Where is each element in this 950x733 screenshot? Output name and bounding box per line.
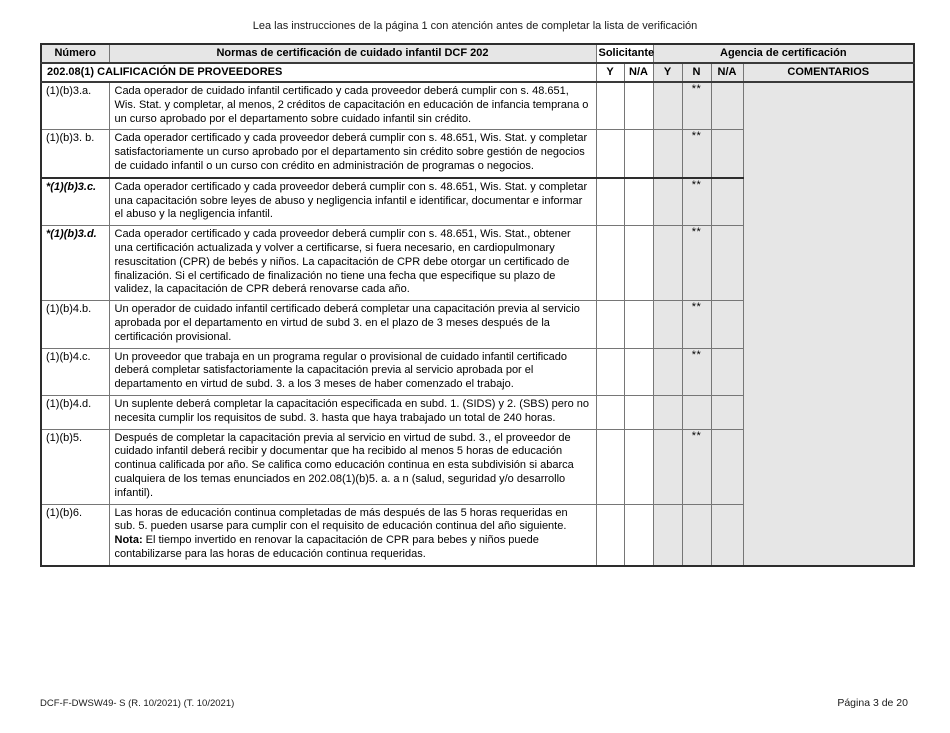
row-number: (1)(b)3. b.: [40, 129, 110, 179]
solicitante-na-cell: [623, 503, 654, 567]
comentarios-cell: [742, 81, 915, 567]
row-standard-text: Después de completar la capacitación pre…: [108, 428, 597, 505]
table-row: (1)(b)4.d. Un suplente deberá completar …: [40, 394, 914, 430]
solicitante-y-cell: [595, 129, 625, 179]
subheader-agencia-y: Y: [652, 62, 683, 83]
row-standard-text: Cada operador certificado y cada proveed…: [108, 225, 597, 302]
agencia-n-cell: **: [681, 81, 712, 131]
table-subheader-row: 202.08(1) CALIFICACIÓN DE PROVEEDORES Y …: [40, 62, 915, 83]
table-row: *(1)(b)3.d. Cada operador certificado y …: [40, 225, 914, 302]
agencia-na-cell: [710, 300, 744, 349]
table-row: *(1)(b)3.c. Cada operador certificado y …: [40, 176, 914, 227]
nota-text: El tiempo invertido en renovar la capaci…: [114, 534, 539, 560]
solicitante-y-cell: [595, 394, 625, 430]
solicitante-na-cell: [623, 129, 654, 179]
col-header-numero: Número: [40, 43, 110, 64]
row-standard-text: Las horas de educación continua completa…: [108, 503, 597, 567]
solicitante-na-cell: [623, 81, 654, 131]
agencia-n-cell: **: [681, 129, 712, 179]
agencia-n-cell: **: [681, 347, 712, 396]
subheader-agencia-na: N/A: [710, 62, 744, 83]
solicitante-na-cell: [623, 225, 654, 302]
row-standard-text: Cada operador certificado y cada proveed…: [108, 129, 597, 179]
col-header-solicitante: Solicitante: [595, 43, 654, 64]
agencia-y-cell: [652, 394, 683, 430]
solicitante-na-cell: [623, 300, 654, 349]
agencia-y-cell: [652, 503, 683, 567]
agencia-na-cell: [710, 394, 744, 430]
solicitante-na-cell: [623, 394, 654, 430]
row-text-main: Las horas de educación continua completa…: [114, 506, 568, 533]
agencia-n-cell: [681, 503, 712, 567]
row-number: (1)(b)5.: [40, 428, 110, 505]
solicitante-na-cell: [623, 347, 654, 396]
agencia-n-cell: **: [681, 225, 712, 302]
agencia-na-cell: [710, 503, 744, 567]
row-standard-text: Un operador de cuidado infantil certific…: [108, 300, 597, 349]
solicitante-y-cell: [595, 176, 625, 227]
col-header-normas: Normas de certificación de cuidado infan…: [108, 43, 597, 64]
agencia-y-cell: [652, 300, 683, 349]
nota-label: Nota:: [114, 534, 143, 547]
solicitante-y-cell: [595, 300, 625, 349]
row-number: (1)(b)4.c.: [40, 347, 110, 396]
row-standard-text: Cada operador certificado y cada proveed…: [108, 176, 597, 227]
subheader-solicitante-na: N/A: [623, 62, 654, 83]
agencia-y-cell: [652, 347, 683, 396]
agencia-y-cell: [652, 176, 683, 227]
page-instruction: Lea las instrucciones de la página 1 con…: [252, 20, 698, 32]
row-number: (1)(b)4.b.: [40, 300, 110, 349]
solicitante-na-cell: [623, 176, 654, 227]
solicitante-y-cell: [595, 428, 625, 505]
row-standard-text: Cada operador de cuidado infantil certif…: [108, 81, 597, 131]
table-row: (1)(b)4.b. Un operador de cuidado infant…: [40, 300, 914, 349]
row-number: *(1)(b)3.d.: [40, 225, 110, 302]
row-standard-text: Un suplente deberá completar la capacita…: [108, 394, 597, 430]
subheader-solicitante-y: Y: [595, 62, 625, 83]
row-number: (1)(b)6.: [40, 503, 110, 567]
agencia-na-cell: [710, 81, 744, 131]
agencia-na-cell: [710, 428, 744, 505]
table-header-row: Número Normas de certificación de cuidad…: [40, 43, 915, 64]
row-number: (1)(b)3.a.: [40, 81, 110, 131]
solicitante-y-cell: [595, 225, 625, 302]
agencia-n-cell: **: [681, 176, 712, 227]
agencia-y-cell: [652, 225, 683, 302]
subheader-agencia-n: N: [681, 62, 712, 83]
agencia-n-cell: [681, 394, 712, 430]
col-header-agencia: Agencia de certificación: [652, 43, 915, 64]
row-number: *(1)(b)3.c.: [40, 176, 110, 227]
solicitante-y-cell: [595, 81, 625, 131]
row-number: (1)(b)4.d.: [40, 394, 110, 430]
table-row: (1)(b)4.c. Un proveedor que trabaja en u…: [40, 347, 914, 396]
table-row: (1)(b)6. Las horas de educación continua…: [40, 503, 914, 567]
agencia-y-cell: [652, 81, 683, 131]
solicitante-y-cell: [595, 347, 625, 396]
page-number: Página 3 de 20: [837, 697, 908, 709]
agencia-na-cell: [710, 347, 744, 396]
agencia-y-cell: [652, 129, 683, 179]
agencia-y-cell: [652, 428, 683, 505]
subheader-comentarios: COMENTARIOS: [742, 62, 915, 83]
agencia-n-cell: **: [681, 428, 712, 505]
solicitante-na-cell: [623, 428, 654, 505]
solicitante-y-cell: [595, 503, 625, 567]
table-row: (1)(b)3.a. Cada operador de cuidado infa…: [40, 81, 915, 567]
agencia-na-cell: [710, 176, 744, 227]
certification-checklist-table: Número Normas de certificación de cuidad…: [40, 43, 916, 567]
table-row: (1)(b)3. b. Cada operador certificado y …: [40, 129, 914, 179]
table-row: (1)(b)5. Después de completar la capacit…: [40, 428, 914, 505]
agencia-na-cell: [710, 225, 744, 302]
section-title: 202.08(1) CALIFICACIÓN DE PROVEEDORES: [40, 62, 597, 83]
agencia-na-cell: [710, 129, 744, 179]
form-number: DCF-F-DWSW49- S (R. 10/2021) (T. 10/2021…: [40, 698, 235, 709]
row-standard-text: Un proveedor que trabaja en un programa …: [108, 347, 597, 396]
agencia-n-cell: **: [681, 300, 712, 349]
